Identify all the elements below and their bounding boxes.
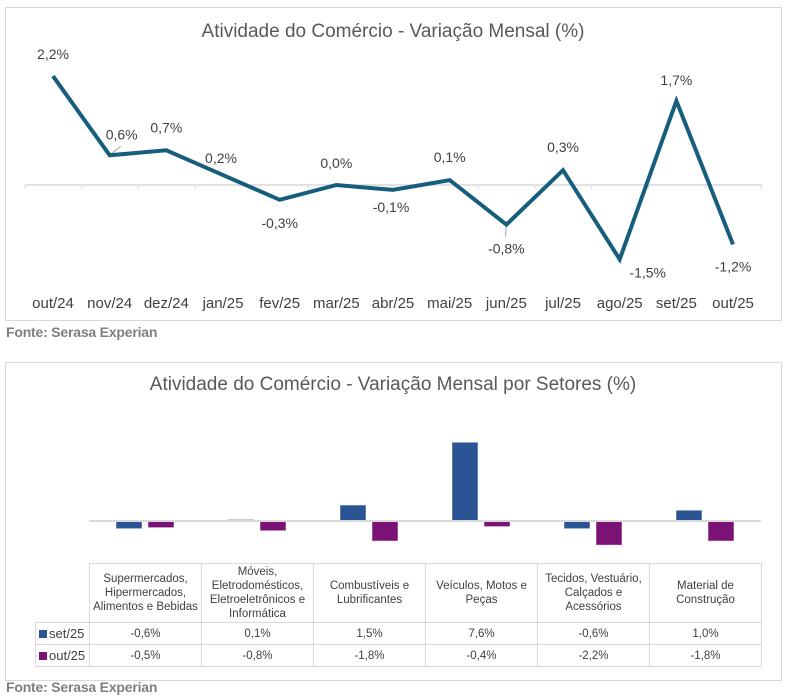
- table-row-set25: set/25 -0,6% 0,1% 1,5% 7,6% -0,6% 1,0%: [35, 622, 762, 645]
- category-header-line: Combustíveis e: [329, 580, 410, 592]
- legend-swatch-out25: [39, 652, 47, 660]
- bar-chart-data-table: Supermercados, Hipermercados, Alimentos e …: [35, 563, 762, 667]
- series-line: [51, 74, 735, 264]
- category-header-line: Informática: [229, 608, 286, 620]
- leader-line: [504, 226, 507, 237]
- table-value-cell: -0,6%: [537, 622, 650, 645]
- table-value-cell: -0,6%: [89, 622, 202, 645]
- x-tick-label: dez/24: [144, 295, 189, 312]
- data-label: 0,3%: [547, 139, 579, 155]
- category-header-line: Construção: [676, 594, 735, 606]
- table-header-row: Supermercados, Hipermercados, Alimentos e …: [35, 563, 762, 623]
- bar-chart-source: Fonte: Serasa Experian: [6, 679, 158, 695]
- category-header-line: Acessórios: [565, 601, 622, 613]
- line-chart-source: Fonte: Serasa Experian: [6, 324, 158, 340]
- category-header: Combustíveis e Lubrificantes: [313, 563, 426, 623]
- x-tick-label: jan/25: [202, 295, 244, 312]
- data-label: -1,5%: [629, 264, 666, 280]
- leader-line: [111, 145, 121, 154]
- x-tick-label: mar/25: [313, 295, 360, 312]
- category-header-line: Tecidos, Vestuário,: [545, 573, 642, 585]
- legend-label-out25: out/25: [49, 648, 86, 663]
- table-value-cell: 7,6%: [425, 622, 538, 645]
- x-tick-label: out/25: [712, 295, 754, 312]
- table-corner-cell: [35, 563, 90, 623]
- x-tick-label: out/24: [32, 295, 74, 312]
- category-header-line: Material de: [677, 580, 734, 592]
- data-label: 1,7%: [660, 72, 692, 88]
- legend-label-set25: set/25: [49, 626, 85, 641]
- category-header: Móveis, Eletrodomésticos, Eletroeletrônico…: [201, 563, 314, 623]
- table-value-cell: -1,8%: [313, 644, 426, 667]
- category-header-line: Peças: [465, 594, 498, 606]
- category-header-line: Eletrodomésticos,: [211, 580, 304, 592]
- x-tick-label: jun/25: [485, 295, 527, 312]
- data-label: 0,6%: [106, 126, 138, 142]
- category-header-line: Supermercados,: [103, 573, 188, 585]
- legend-key-set25: set/25: [35, 622, 90, 645]
- data-label: 0,2%: [205, 150, 237, 166]
- x-tick-label: nov/24: [87, 295, 132, 312]
- x-tick-label: mai/25: [427, 295, 472, 312]
- legend-swatch-set25: [39, 630, 47, 638]
- category-header-line: Lubrificantes: [336, 594, 403, 606]
- table-value-cell: -0,8%: [201, 644, 314, 667]
- category-header-line: Veículos, Motos e: [436, 580, 527, 592]
- table-value-cell: -0,5%: [89, 644, 202, 667]
- category-header-line: Alimentos e Bebidas: [93, 601, 198, 613]
- data-label: -1,2%: [715, 258, 752, 274]
- category-header: Tecidos, Vestuário, Calçados e Acessórios: [537, 563, 650, 623]
- line-chart: Atividade do Comércio - Variação Mensal …: [24, 21, 763, 312]
- table-row-out25: out/25 -0,5% -0,8% -1,8% -0,4% -2,2% -1,8%: [35, 644, 762, 667]
- category-header-line: Eletroeletrônicos e: [209, 594, 306, 606]
- category-header-line: Calçados e: [564, 587, 623, 599]
- category-header: Veículos, Motos e Peças: [425, 563, 538, 623]
- x-tick-label: jul/25: [544, 295, 581, 312]
- x-tick-label: set/25: [656, 295, 697, 312]
- category-header: Material de Construção: [649, 563, 762, 623]
- x-tick-label: abr/25: [372, 295, 415, 312]
- data-label: 2,2%: [37, 46, 69, 62]
- table-value-cell: -1,8%: [649, 644, 762, 667]
- category-header: Supermercados, Hipermercados, Alimentos e …: [89, 563, 202, 623]
- table-value-cell: 0,1%: [201, 622, 314, 645]
- table-value-cell: -0,4%: [425, 644, 538, 667]
- legend-key-out25: out/25: [35, 644, 90, 667]
- data-label: -0,8%: [488, 241, 525, 257]
- x-tick-label: ago/25: [597, 295, 643, 312]
- line-chart-title: Atividade do Comércio - Variação Mensal …: [202, 21, 585, 42]
- category-header-line: Hipermercados,: [104, 587, 187, 599]
- data-label: -0,3%: [261, 215, 298, 231]
- data-label: 0,0%: [320, 155, 352, 171]
- data-label: 0,1%: [434, 149, 466, 165]
- data-label: -0,1%: [373, 199, 410, 215]
- table-value-cell: 1,0%: [649, 622, 762, 645]
- category-header-line: Móveis,: [237, 566, 278, 578]
- table-value-cell: 1,5%: [313, 622, 426, 645]
- table-value-cell: -2,2%: [537, 644, 650, 667]
- data-label: 0,7%: [150, 119, 182, 135]
- x-tick-label: fev/25: [259, 295, 300, 312]
